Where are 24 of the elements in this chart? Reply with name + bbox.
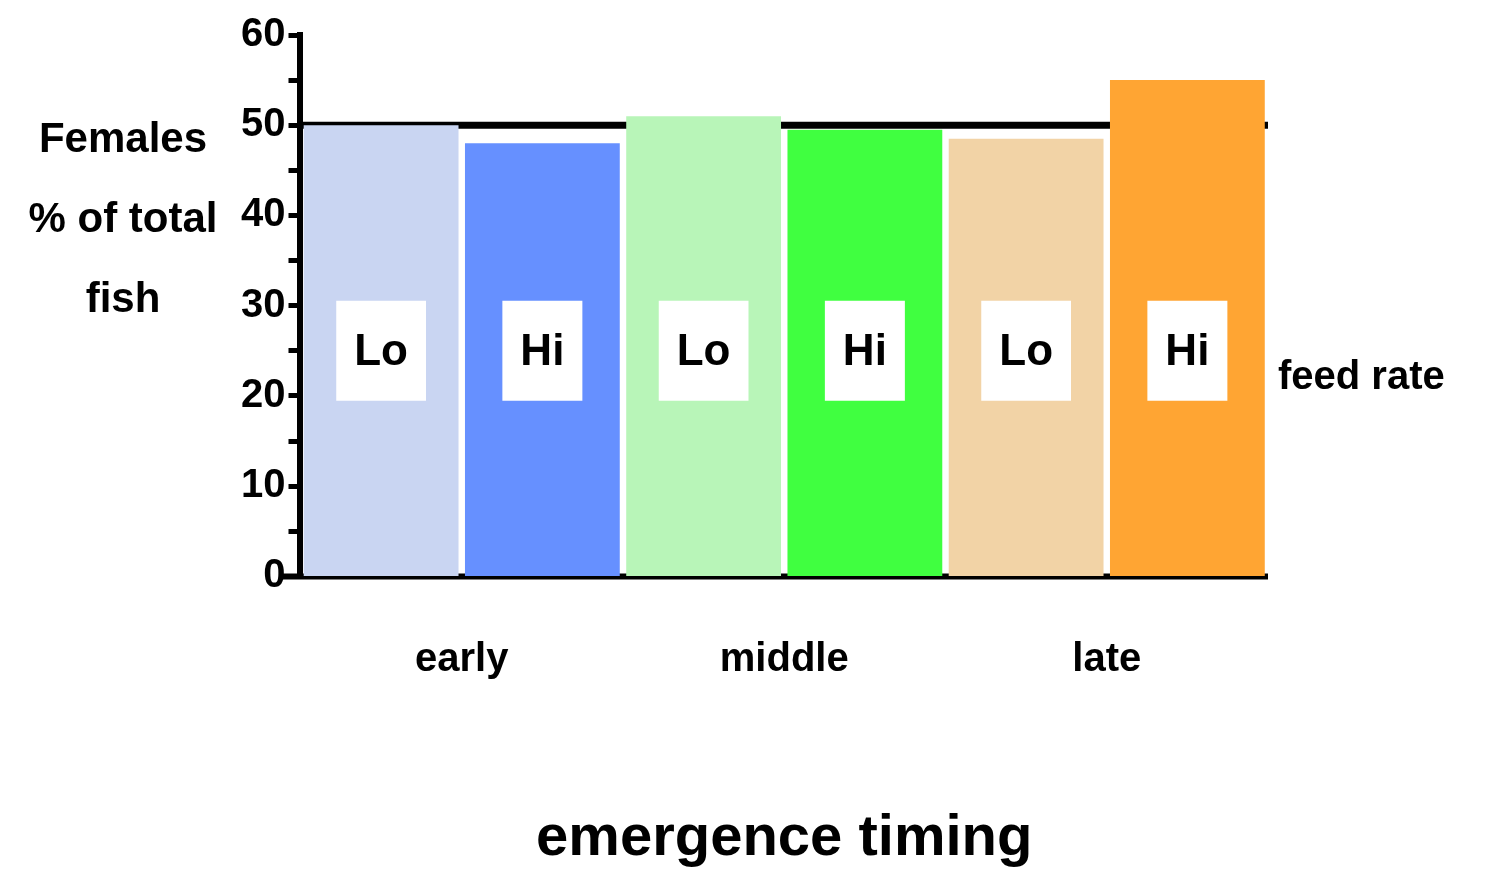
bar <box>787 129 943 576</box>
bar <box>948 138 1104 576</box>
y-tick-label: 10 <box>240 461 286 506</box>
x-axis-title: emergence timing <box>536 802 1033 868</box>
bar <box>464 143 620 576</box>
y-axis-title: Females % of total fish <box>27 113 219 323</box>
series-label: Lo <box>999 324 1054 374</box>
y-tick-label: 40 <box>240 190 286 235</box>
text: Lo <box>354 324 408 374</box>
bar <box>626 116 782 576</box>
series-label: Hi <box>1165 324 1210 374</box>
y-tick-label: 20 <box>240 370 286 415</box>
y-tick-label: 50 <box>240 100 286 145</box>
text: Hi <box>520 324 565 374</box>
y-tick-label: 30 <box>240 280 286 325</box>
x-tick-label: early <box>415 635 510 680</box>
y-tick-label: 60 <box>240 10 286 55</box>
text: Hi <box>842 324 887 374</box>
legend-title: feed rate <box>1278 352 1445 397</box>
y-tick-label: 0 <box>263 551 286 596</box>
text: Lo <box>676 324 731 374</box>
x-tick-label: middle <box>719 635 849 680</box>
bar <box>1109 80 1265 576</box>
x-tick-label: late <box>1072 635 1142 680</box>
